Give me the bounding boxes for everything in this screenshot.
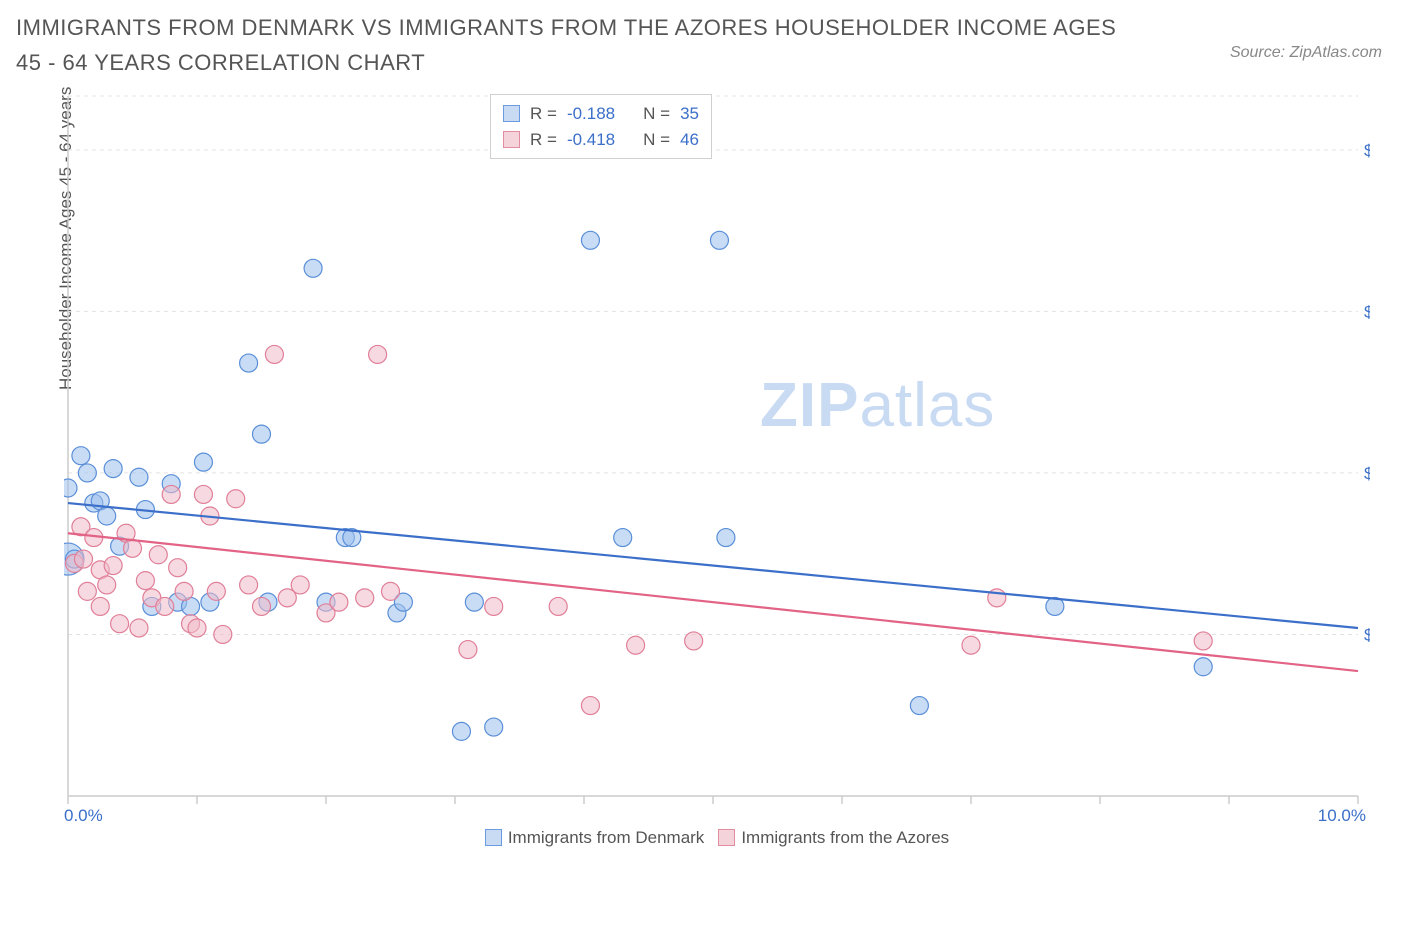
stat-legend-row: R = -0.188 N = 35 bbox=[503, 101, 699, 127]
n-value: 35 bbox=[680, 101, 699, 127]
n-label: N = bbox=[643, 101, 670, 127]
svg-text:$75,000: $75,000 bbox=[1364, 625, 1370, 644]
n-label: N = bbox=[643, 127, 670, 153]
stat-legend-row: R = -0.418 N = 46 bbox=[503, 127, 699, 153]
x-axis-max-label: 10.0% bbox=[1318, 806, 1366, 826]
legend-label: Immigrants from the Azores bbox=[741, 828, 949, 847]
series-legend: Immigrants from Denmark Immigrants from t… bbox=[50, 828, 1370, 848]
svg-text:$300,000: $300,000 bbox=[1364, 141, 1370, 160]
legend-label: Immigrants from Denmark bbox=[508, 828, 704, 847]
plot-frame: Householder Income Ages 45 - 64 years $7… bbox=[50, 90, 1370, 850]
svg-text:$150,000: $150,000 bbox=[1364, 464, 1370, 483]
r-value: -0.188 bbox=[567, 101, 615, 127]
legend-swatch-icon bbox=[503, 131, 520, 148]
stat-legend: R = -0.188 N = 35 R = -0.418 N = 46 bbox=[490, 94, 712, 159]
r-label: R = bbox=[530, 127, 557, 153]
scatter-chart: $75,000 $150,000 $225,000 $300,000 bbox=[64, 90, 1370, 850]
r-value: -0.418 bbox=[567, 127, 615, 153]
legend-swatch-icon bbox=[503, 105, 520, 122]
legend-swatch-icon bbox=[485, 829, 502, 846]
chart-title: IMMIGRANTS FROM DENMARK VS IMMIGRANTS FR… bbox=[16, 10, 1126, 80]
r-label: R = bbox=[530, 101, 557, 127]
legend-swatch-icon bbox=[718, 829, 735, 846]
svg-text:$225,000: $225,000 bbox=[1364, 302, 1370, 321]
page: IMMIGRANTS FROM DENMARK VS IMMIGRANTS FR… bbox=[0, 0, 1406, 930]
source-label: Source: ZipAtlas.com bbox=[1230, 44, 1382, 62]
n-value: 46 bbox=[680, 127, 699, 153]
x-axis-min-label: 0.0% bbox=[64, 806, 103, 826]
